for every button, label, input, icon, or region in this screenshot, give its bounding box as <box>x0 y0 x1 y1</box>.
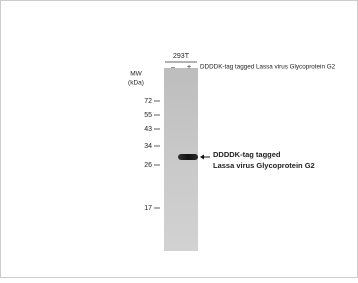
mw-label: (kDa) <box>128 80 144 87</box>
mw-label: MW <box>130 71 142 78</box>
sample-label: 293T <box>173 53 190 60</box>
marker-label: 43 <box>144 126 152 133</box>
annotation: DDDDK-tag tagged <box>213 150 281 159</box>
band <box>178 154 198 160</box>
marker-label: 26 <box>144 162 152 169</box>
marker-label: 55 <box>144 112 152 119</box>
lane-header: DDDDK-tag tagged Lassa virus Glycoprotei… <box>200 64 336 71</box>
marker-label: 72 <box>144 98 152 105</box>
lane-label: + <box>187 64 191 71</box>
marker-label: 34 <box>144 143 152 150</box>
annotation: Lassa virus Glycoprotein G2 <box>213 161 315 170</box>
figure: 293T – + DDDDK-tag tagged Lassa virus Gl… <box>0 0 358 278</box>
marker-label: 17 <box>144 205 152 212</box>
lane-label: – <box>171 64 175 71</box>
